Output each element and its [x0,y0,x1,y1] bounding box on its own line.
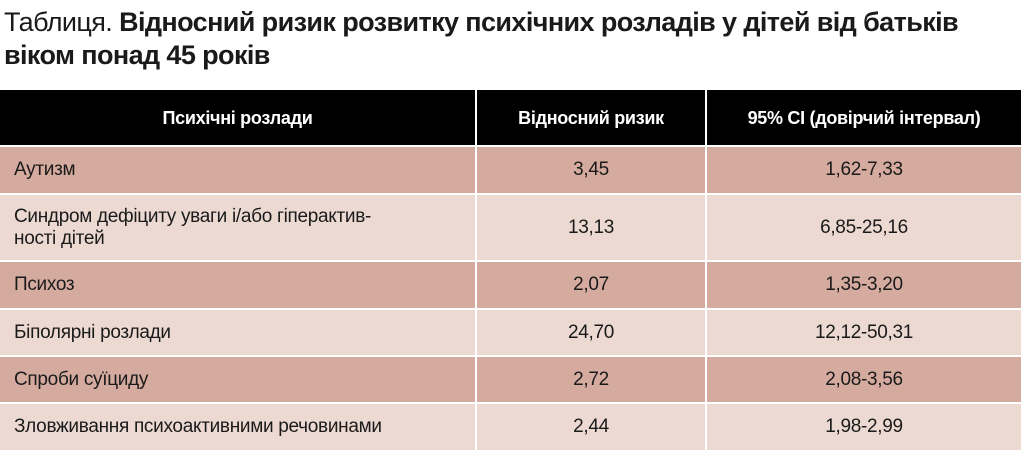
table-cell: 13,13 [477,195,705,260]
table: Психічні розлади Відносний ризик 95% CI (д… [0,90,1021,452]
column-header: Психічні розлади [0,90,475,145]
table-row: Синдром дефіциту уваги і/або гіперактив-… [0,195,1021,260]
table-cell: 1,98-2,99 [707,404,1021,450]
table-row: Аутизм 3,45 1,62-7,33 [0,147,1021,193]
table-cell: 6,85-25,16 [707,195,1021,260]
title-text: Відносний ризик розвитку психічних розла… [4,7,959,70]
table-cell: Спроби суїциду [0,357,475,402]
table-cell: Психоз [0,262,475,308]
table-cell: Аутизм [0,147,475,193]
title: Таблиця. Відносний ризик розвитку психіч… [4,6,1014,72]
column-header: Відносний ризик [477,90,705,145]
table-cell: 3,45 [477,147,705,193]
table-cell: 2,07 [477,262,705,308]
table-row: Психоз 2,07 1,35-3,20 [0,262,1021,308]
table-cell: 2,44 [477,404,705,450]
table-cell: 1,62-7,33 [707,147,1021,193]
table-row: Біполярні розлади 24,70 12,12-50,31 [0,310,1021,355]
title-label: Таблиця. [4,7,113,37]
table-cell: Біполярні розлади [0,310,475,355]
column-header: 95% CI (довірчий інтервал) [707,90,1021,145]
table-cell: 1,35-3,20 [707,262,1021,308]
table-cell: 24,70 [477,310,705,355]
header-row: Психічні розлади Відносний ризик 95% CI (д… [0,90,1021,145]
table-cell: 12,12-50,31 [707,310,1021,355]
table-cell: Синдром дефіциту уваги і/або гіперактив-… [0,195,475,260]
table-cell: Зловживання психоактивними речовинами [0,404,475,450]
table-row: Спроби суїциду 2,72 2,08-3,56 [0,357,1021,402]
table-cell: 2,08-3,56 [707,357,1021,402]
table-row: Зловживання психоактивними речовинами 2,4… [0,404,1021,450]
table-cell: 2,72 [477,357,705,402]
